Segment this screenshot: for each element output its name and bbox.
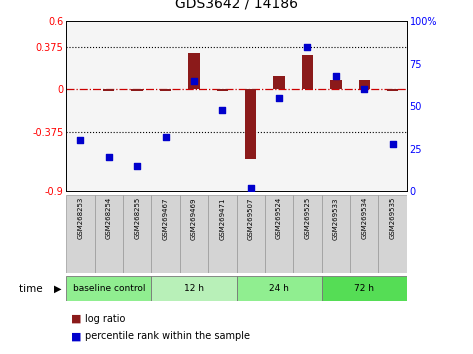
Text: GSM269525: GSM269525 [305,197,310,239]
Bar [236,195,265,273]
Text: ■: ■ [71,314,81,324]
Text: 24 h: 24 h [269,284,289,293]
Point [304,44,311,50]
Bar [66,195,95,273]
Point [247,185,254,190]
Point [275,95,283,101]
Bar [330,80,342,89]
Text: percentile rank within the sample: percentile rank within the sample [85,331,250,341]
Text: GSM269533: GSM269533 [333,197,339,240]
Bar [131,89,143,91]
Bar [322,276,407,301]
Text: GSM268253: GSM268253 [78,197,83,239]
Text: ■: ■ [71,331,81,341]
Bar [103,89,114,91]
Bar [273,76,285,89]
Bar [245,89,256,159]
Text: GSM268255: GSM268255 [134,197,140,239]
Bar [322,195,350,273]
Text: GSM269535: GSM269535 [390,197,395,239]
Bar [95,195,123,273]
Text: GSM269524: GSM269524 [276,197,282,239]
Bar [180,195,208,273]
Bar [160,89,171,91]
Bar [151,276,236,301]
Bar [123,195,151,273]
Text: 72 h: 72 h [354,284,374,293]
Text: GSM269469: GSM269469 [191,197,197,240]
Text: ▶: ▶ [54,284,62,293]
Text: GSM269471: GSM269471 [219,197,225,240]
Point [190,78,198,84]
Bar [387,89,398,91]
Text: GSM268254: GSM268254 [106,197,112,239]
Text: log ratio: log ratio [85,314,125,324]
Point [133,163,141,169]
Text: 12 h: 12 h [184,284,204,293]
Point [389,141,396,147]
Bar [66,276,151,301]
Bar [302,55,313,89]
Bar [188,53,200,89]
Bar [350,195,378,273]
Text: GDS3642 / 14186: GDS3642 / 14186 [175,0,298,11]
Bar [208,195,236,273]
Bar [236,276,322,301]
Text: GSM269467: GSM269467 [163,197,168,240]
Bar [378,195,407,273]
Bar [293,195,322,273]
Point [360,86,368,92]
Text: GSM269507: GSM269507 [248,197,254,240]
Point [219,107,226,113]
Text: baseline control: baseline control [72,284,145,293]
Bar [217,89,228,91]
Text: time: time [19,284,46,293]
Point [77,137,84,143]
Point [162,134,169,139]
Point [332,73,340,79]
Bar [151,195,180,273]
Point [105,154,113,160]
Bar [265,195,293,273]
Text: GSM269534: GSM269534 [361,197,367,239]
Bar [359,80,370,89]
